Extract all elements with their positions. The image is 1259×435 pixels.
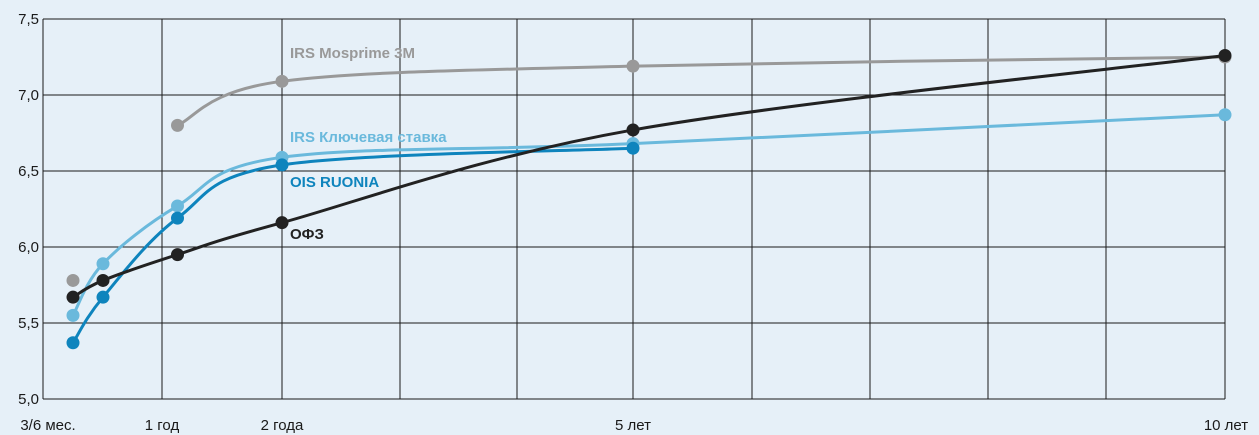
series-label: IRS Ключевая ставка [290, 129, 447, 146]
data-point [96, 273, 110, 287]
data-point [626, 59, 640, 73]
series-labels: IRS Mosprime 3M IRS Ключевая ставка OIS RU… [290, 45, 447, 243]
x-tick-label: 10 лет [1204, 417, 1248, 434]
data-point [66, 308, 80, 322]
data-point [96, 257, 110, 271]
series-label: ОФЗ [290, 226, 324, 243]
y-tick-label: 7,5 [18, 11, 39, 28]
data-point [171, 118, 184, 132]
x-tick-label: 5 лет [615, 417, 651, 434]
y-tick-label: 5,0 [18, 391, 39, 408]
data-point [171, 199, 184, 213]
series-label: IRS Mosprime 3M [290, 45, 415, 62]
grid [42, 18, 1226, 400]
series-line [72, 53, 1226, 299]
series-line [71, 113, 1226, 317]
axes: 5,0 5,5 6,0 6,5 7,0 7,5 3/6 мес. 1 год 2 года 5 л… [18, 11, 1248, 434]
data-point [275, 74, 289, 88]
data-point [626, 141, 640, 155]
y-tick-label: 6,5 [18, 163, 39, 180]
data-point [171, 211, 184, 225]
data-point [626, 123, 640, 137]
y-tick-label: 6,0 [18, 239, 39, 256]
x-tick-label: 2 года [261, 417, 304, 434]
data-point [171, 248, 184, 262]
series-label: OIS RUONIA [290, 174, 379, 191]
data-point [1218, 48, 1232, 62]
data-point [275, 216, 289, 230]
x-tick-label: 3/6 мес. [20, 417, 75, 434]
data-point [275, 158, 289, 172]
data-point [66, 336, 80, 350]
series-line [176, 55, 1226, 127]
data-point [66, 273, 80, 287]
x-tick-label: 1 год [145, 417, 180, 434]
series-layer [66, 48, 1232, 350]
y-tick-label: 7,0 [18, 87, 39, 104]
data-point [1218, 108, 1232, 122]
data-point [96, 290, 110, 304]
data-point [66, 290, 80, 304]
y-tick-label: 5,5 [18, 315, 39, 332]
